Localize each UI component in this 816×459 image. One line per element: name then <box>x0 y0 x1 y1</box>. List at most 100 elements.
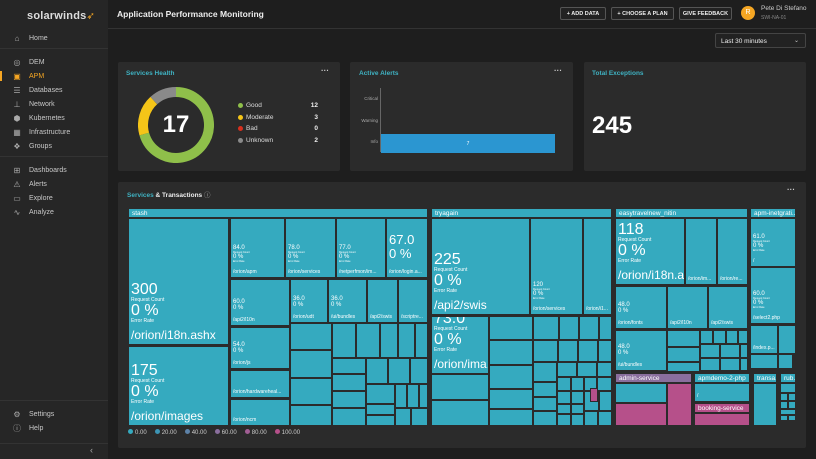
transaction-tile[interactable] <box>571 391 584 404</box>
transaction-tile[interactable] <box>700 330 713 344</box>
transaction-tile[interactable] <box>290 323 332 350</box>
transaction-tile[interactable] <box>411 408 428 426</box>
transaction-tile[interactable] <box>720 358 740 371</box>
transaction-tile[interactable] <box>750 354 778 369</box>
transaction-tile[interactable] <box>778 325 796 354</box>
sidebar-item-infrastructure[interactable]: ▦ Infrastructure <box>0 125 108 139</box>
sidebar-item-settings[interactable]: ⚙ Settings <box>0 407 108 421</box>
transaction-tile[interactable]: 120 Request Count 0 % Error Rate/orion/serv… <box>530 218 583 315</box>
transaction-tile[interactable] <box>366 384 395 404</box>
transaction-tile[interactable] <box>356 323 380 358</box>
transaction-tile[interactable] <box>571 404 584 414</box>
transaction-tile[interactable] <box>398 323 415 358</box>
transaction-tile[interactable] <box>533 340 558 362</box>
transaction-tile[interactable]: 225 Request Count 0 % Error Rate/api2/swis <box>431 218 530 315</box>
transaction-tile[interactable] <box>407 384 419 408</box>
service-group-header[interactable]: booking-service <box>694 403 750 413</box>
transaction-tile[interactable] <box>720 344 740 358</box>
transaction-tile[interactable]: /api2/l10n <box>667 286 708 329</box>
transaction-tile[interactable] <box>788 393 796 401</box>
transaction-tile[interactable] <box>579 316 599 340</box>
transaction-tile[interactable]: /orion/im... <box>685 218 717 285</box>
transaction-tile[interactable]: 67.0 0 % /orion/login.a... <box>386 218 428 278</box>
transaction-tile[interactable] <box>533 411 557 426</box>
transaction-tile[interactable] <box>667 330 700 347</box>
transaction-tile-error[interactable] <box>694 413 750 426</box>
transaction-tile[interactable] <box>489 340 533 365</box>
transaction-tile[interactable]: 77.0 Request Count 0 % Error Rate/netperfmo… <box>336 218 386 278</box>
transaction-tile[interactable] <box>558 340 578 362</box>
sidebar-item-home[interactable]: ⌂ Home <box>0 31 108 45</box>
transaction-tile[interactable] <box>780 409 796 415</box>
transaction-tile[interactable] <box>599 391 612 411</box>
transaction-tile[interactable] <box>533 316 559 340</box>
transaction-tile[interactable] <box>290 350 332 378</box>
transaction-tile[interactable] <box>489 365 533 389</box>
transaction-tile[interactable] <box>380 323 398 358</box>
sidebar-item-databases[interactable]: ☰ Databases <box>0 83 108 97</box>
transaction-tile[interactable]: /scriptre... <box>398 279 428 323</box>
transaction-tile[interactable] <box>598 411 612 426</box>
transaction-tile[interactable]: 175 Request Count 0 % Error Rate/orion/imag… <box>128 346 229 426</box>
transaction-tile[interactable] <box>533 362 557 382</box>
transaction-tile-error[interactable] <box>590 388 598 402</box>
transaction-tile[interactable] <box>597 362 612 377</box>
info-icon[interactable]: ⓘ <box>203 192 211 199</box>
sidebar-item-dem[interactable]: ◎ DEM <box>0 55 108 69</box>
transaction-tile[interactable] <box>599 316 612 340</box>
service-group-header[interactable]: admin-service <box>615 373 692 383</box>
transaction-tile[interactable] <box>667 362 700 372</box>
transaction-tile[interactable] <box>366 415 395 426</box>
transaction-tile[interactable] <box>577 362 597 377</box>
transaction-tile[interactable] <box>753 383 777 426</box>
transaction-tile[interactable] <box>788 401 796 409</box>
transaction-tile[interactable] <box>489 389 533 409</box>
transaction-tile[interactable]: /index.p... <box>750 325 778 354</box>
transaction-tile[interactable]: 84.0 Request Count 0 % Error Rate/orion/apm <box>230 218 285 278</box>
transaction-tile[interactable] <box>415 323 428 358</box>
transaction-tile[interactable]: 300 Request Count 0 % Error Rate/orion/i18n… <box>128 218 229 345</box>
service-group-header[interactable]: tryagain <box>431 208 612 218</box>
transaction-tile[interactable] <box>780 393 788 401</box>
transaction-tile[interactable] <box>395 408 411 426</box>
transaction-tile[interactable]: /api2/swis <box>367 279 398 323</box>
transaction-tile[interactable]: 60.0 0 % /api2/l10n <box>230 279 290 326</box>
transaction-tile[interactable] <box>332 408 366 426</box>
transaction-tile[interactable] <box>419 384 428 408</box>
transaction-tile[interactable] <box>780 383 796 393</box>
transaction-tile[interactable]: 36.0 0 % /ui/bundles <box>328 279 367 323</box>
transaction-tile[interactable] <box>533 382 557 397</box>
user-name[interactable]: Pete Di Stefano <box>761 5 807 12</box>
choose-plan-button[interactable]: + CHOOSE A PLAN <box>611 7 674 20</box>
avatar[interactable]: R <box>741 6 755 20</box>
transaction-tile[interactable] <box>667 347 700 362</box>
transaction-tile[interactable] <box>557 391 571 404</box>
donut-slice-moderate[interactable] <box>138 96 158 136</box>
transaction-tile-error[interactable] <box>667 383 692 426</box>
service-group-header[interactable]: apmdemo-2-php <box>694 373 750 383</box>
transaction-tile[interactable]: / <box>694 383 750 402</box>
transaction-tile[interactable] <box>740 358 748 371</box>
transaction-tile[interactable] <box>615 383 667 403</box>
transaction-tile[interactable]: 73.0 Request Count 0 % Error Rate/orion/ima… <box>431 316 489 374</box>
transaction-tile[interactable] <box>713 330 726 344</box>
transaction-tile[interactable] <box>431 374 489 400</box>
service-group-header[interactable]: transa... <box>753 373 777 383</box>
transaction-tile[interactable] <box>597 377 612 391</box>
sidebar-item-dashboards[interactable]: ⊞ Dashboards <box>0 163 108 177</box>
card-menu-button[interactable]: ··· <box>787 185 795 194</box>
transaction-tile[interactable]: 48.0 0 % /orion/fonts <box>615 286 667 329</box>
transaction-tile[interactable] <box>533 397 557 411</box>
transaction-tile[interactable] <box>410 358 428 384</box>
solarwinds-logo[interactable]: solarwinds➶ <box>27 10 95 22</box>
transaction-tile[interactable] <box>571 414 584 426</box>
transaction-tile[interactable] <box>557 377 571 391</box>
transaction-tile[interactable] <box>740 344 748 358</box>
transaction-tile[interactable]: 78.0 Request Count 0 % Error Rate/orion/ser… <box>285 218 336 278</box>
transaction-tile[interactable] <box>557 404 571 414</box>
transaction-tile[interactable] <box>700 344 720 358</box>
transaction-tile[interactable]: 61.0 Request Count 0 % Error Rate / <box>750 218 796 267</box>
sidebar-item-alerts[interactable]: ⚠ Alerts <box>0 177 108 191</box>
sidebar-item-groups[interactable]: ❖ Groups <box>0 139 108 153</box>
transaction-tile[interactable] <box>780 415 788 421</box>
